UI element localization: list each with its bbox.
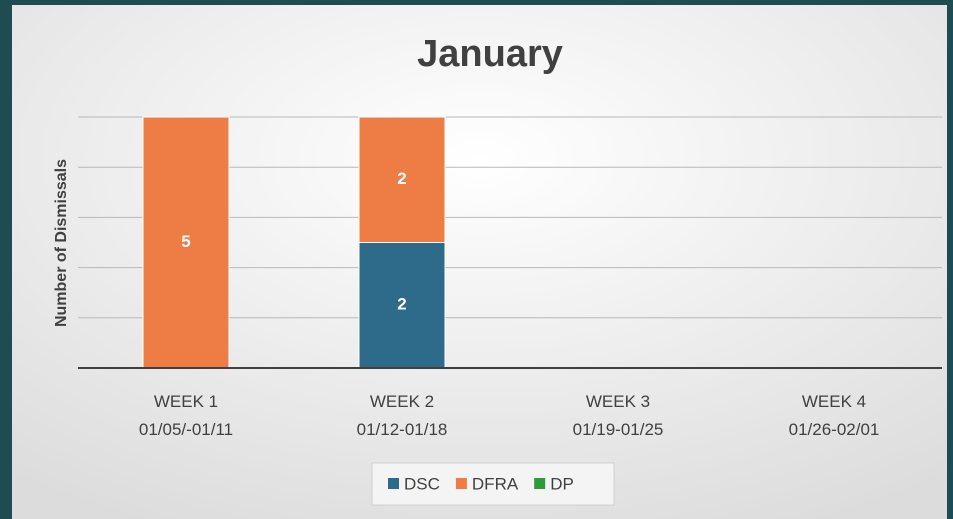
legend-swatch bbox=[388, 478, 399, 489]
bar-segment bbox=[358, 116, 446, 243]
x-tick-label: WEEK 4 01/26-02/01 bbox=[789, 392, 880, 439]
x-tick-label-line: 01/05/-01/11 bbox=[139, 420, 233, 439]
legend-label: DFRA bbox=[472, 474, 519, 493]
x-tick-label-line: 01/26-02/01 bbox=[789, 420, 880, 439]
legend-label: DSC bbox=[404, 474, 440, 493]
legend-label: DP bbox=[550, 474, 574, 493]
y-axis-label: Number of Dismissals bbox=[53, 159, 70, 327]
chart-title: January bbox=[417, 33, 563, 75]
legend-box bbox=[371, 462, 615, 506]
x-tick-label-line: WEEK 3 bbox=[586, 392, 650, 411]
x-tick-label-line: WEEK 2 bbox=[370, 392, 434, 411]
data-label: 2 bbox=[397, 295, 406, 314]
x-tick-label-line: WEEK 4 bbox=[802, 392, 866, 411]
legend-swatch bbox=[455, 478, 467, 489]
bar-segment bbox=[358, 242, 446, 369]
legend-swatch bbox=[534, 478, 546, 489]
data-label: 2 bbox=[397, 169, 406, 188]
data-label: 5 bbox=[181, 232, 190, 251]
x-tick-label: WEEK 3 01/19-01/25 bbox=[573, 392, 664, 439]
x-tick-label-line: WEEK 1 bbox=[154, 392, 218, 411]
x-tick-label: WEEK 2 01/12-01/18 bbox=[357, 392, 448, 439]
x-tick-label-line: 01/12-01/18 bbox=[357, 420, 448, 439]
x-tick-label: WEEK 1 01/05/-01/11 bbox=[139, 392, 233, 439]
x-tick-label-line: 01/19-01/25 bbox=[573, 420, 664, 439]
